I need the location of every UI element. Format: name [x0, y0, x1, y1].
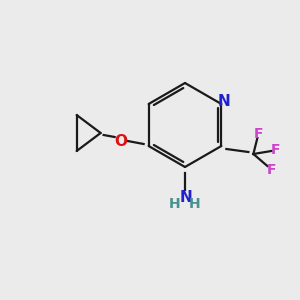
Text: O: O	[114, 134, 127, 148]
Text: H: H	[169, 197, 181, 211]
Text: F: F	[271, 143, 280, 157]
Text: N: N	[180, 190, 192, 205]
Text: F: F	[254, 127, 263, 141]
Text: H: H	[189, 197, 201, 211]
Text: F: F	[267, 163, 276, 177]
Text: N: N	[218, 94, 231, 110]
